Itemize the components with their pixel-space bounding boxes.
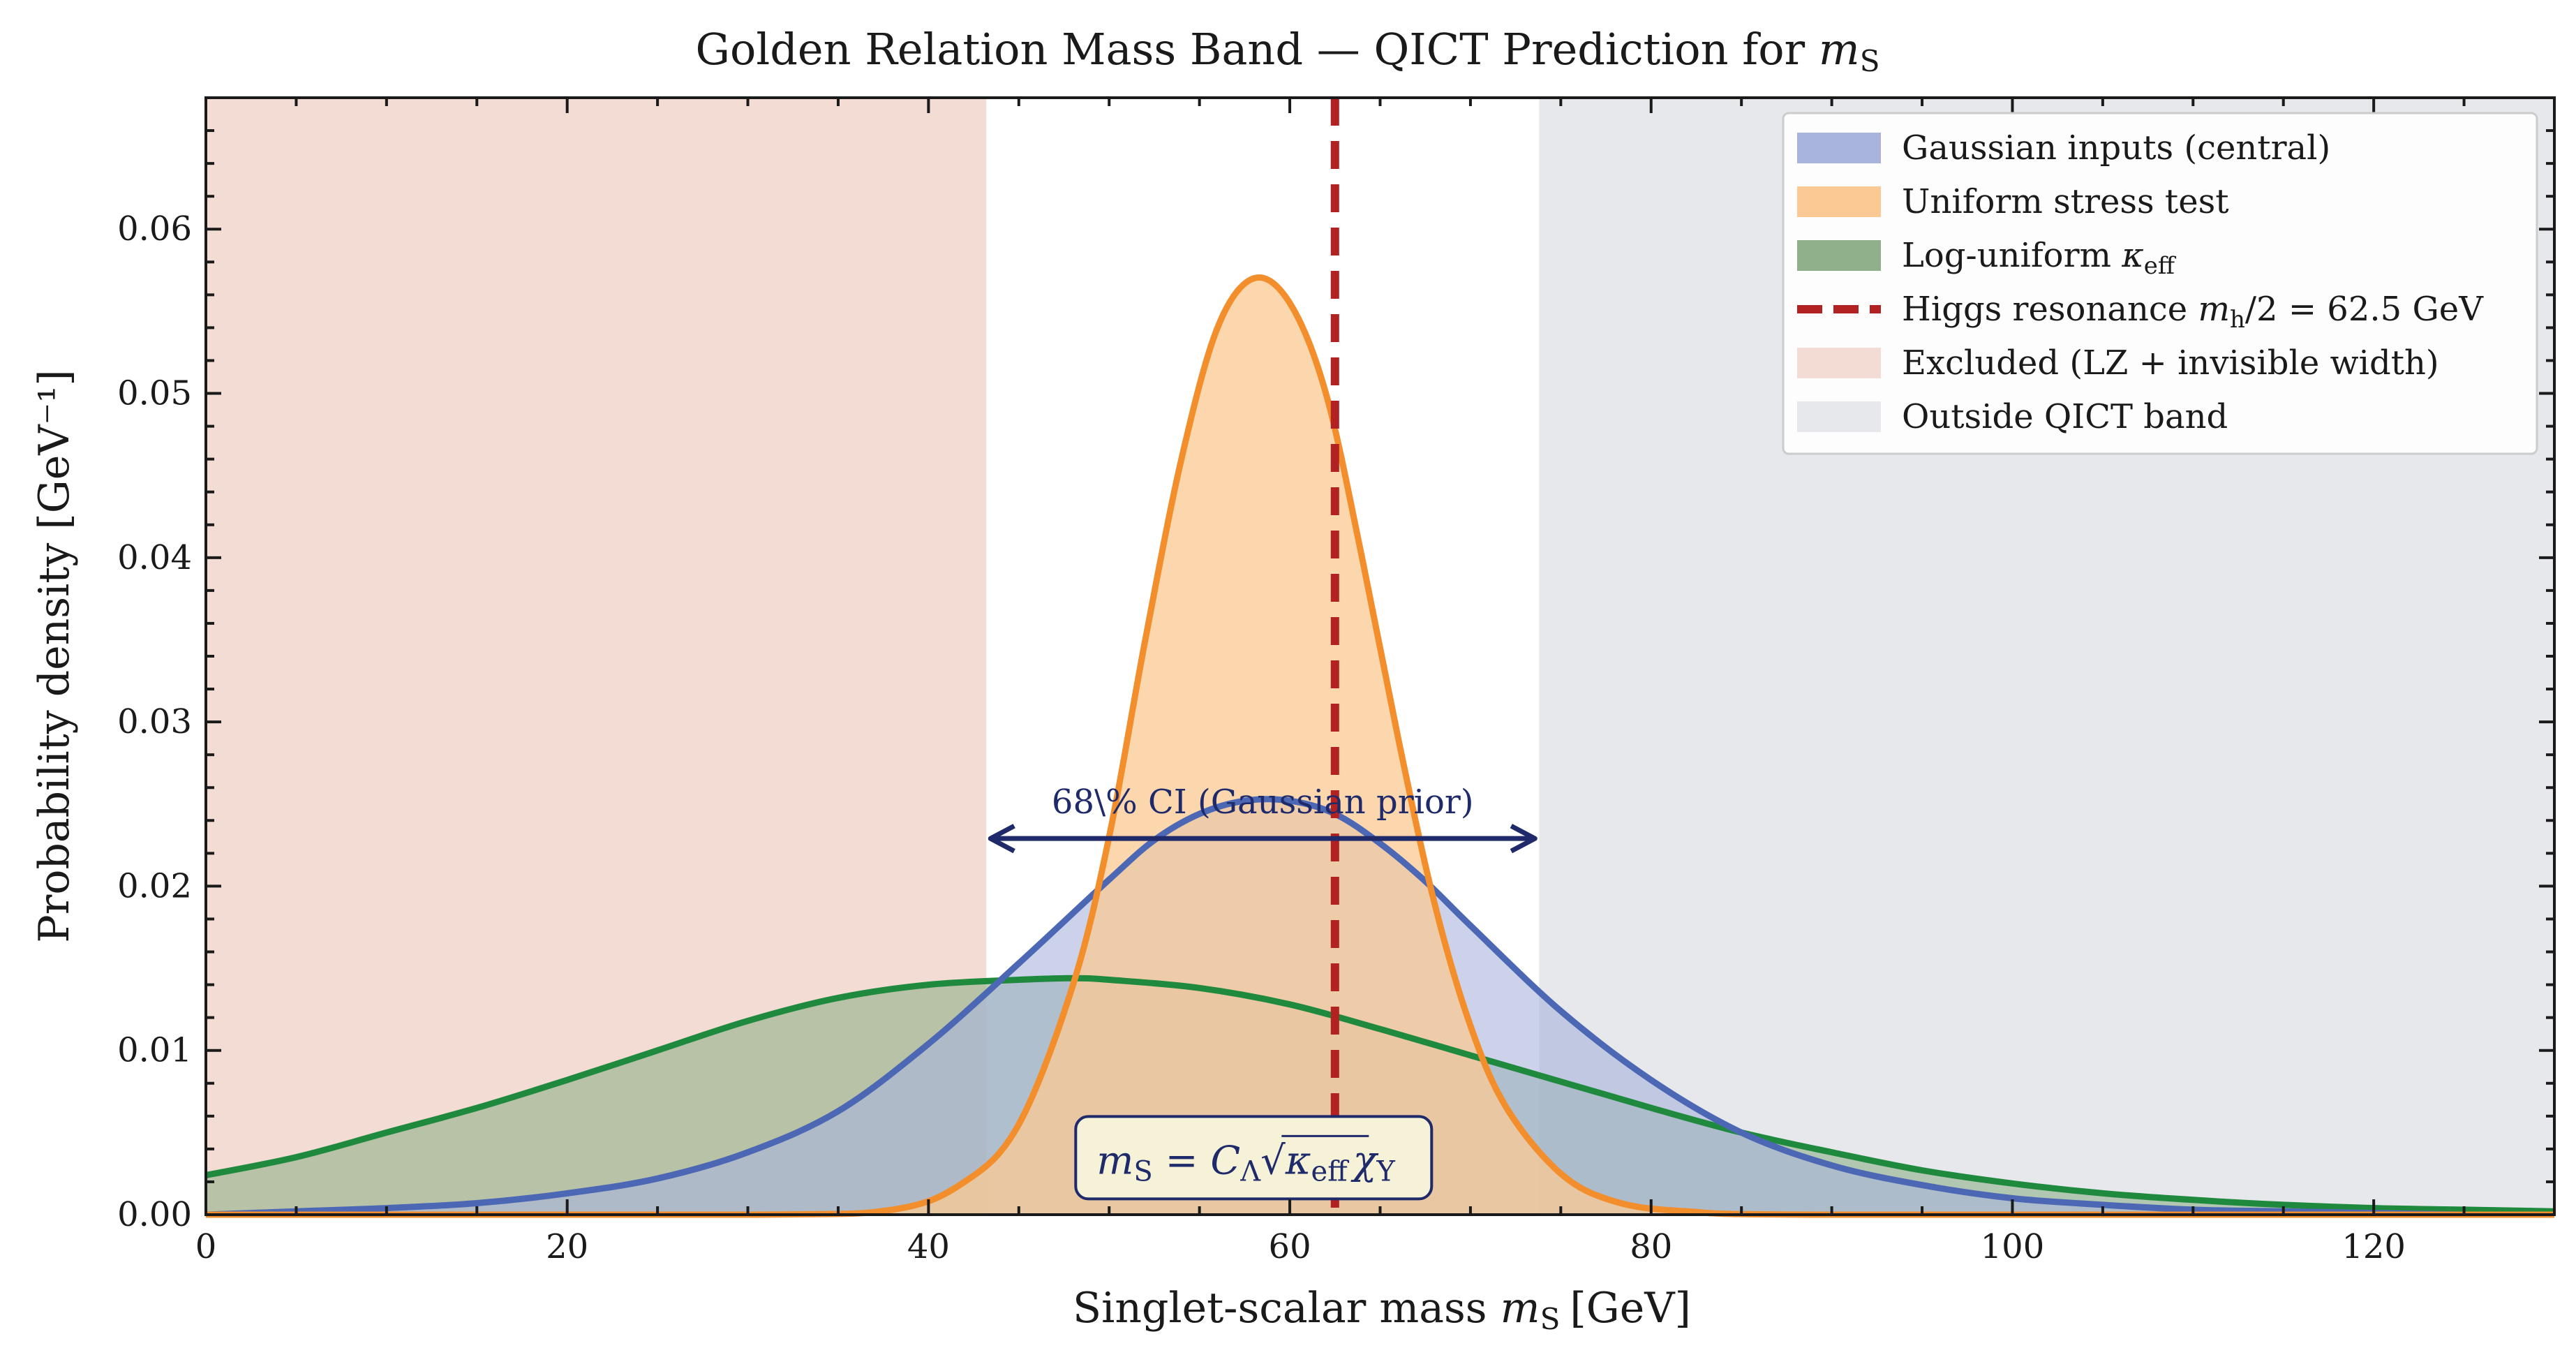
x-axis-title-text: Singlet-scalar mass (1073, 1284, 1487, 1333)
legend-label: Outside QICT band (1902, 397, 2228, 436)
x-axis-title-unit: [GeV] (1570, 1284, 1691, 1333)
formula-c-sub: Λ (1239, 1155, 1261, 1187)
legend-swatch (1797, 133, 1881, 163)
x-axis-title-symbol-sub: S (1540, 1302, 1561, 1336)
x-tick-label: 60 (1269, 1227, 1311, 1266)
y-tick-label: 0.04 (117, 538, 192, 577)
series-line-1 (206, 274, 2554, 1218)
legend-items: Gaussian inputs (central) Uniform stress … (1797, 128, 2484, 436)
formula-root-body-sub: eff (1311, 1155, 1350, 1187)
ci-arrow-head-right (1510, 824, 1538, 854)
chart-title-symbol: m (1819, 24, 1860, 75)
x-axis-title: Singlet-scalar mass mS [GeV] (1073, 1284, 1691, 1336)
ci-arrow (988, 824, 1538, 854)
formula-lhs-sub: S (1133, 1155, 1152, 1187)
legend-swatch (1797, 240, 1881, 271)
x-tick-label: 40 (907, 1227, 950, 1266)
legend-frame (1782, 112, 2538, 455)
legend-label: Gaussian inputs (central) (1902, 128, 2330, 168)
formula-box: mS = CΛ√κeff χY (1074, 1115, 1434, 1201)
y-tick-label: 0.03 (117, 702, 192, 741)
formula-root-symbol: √ (1260, 1138, 1286, 1183)
formula-root-body: κ (1285, 1138, 1311, 1183)
legend-label: Log-uniform κeff (1902, 236, 2177, 280)
formula-root-tail-sub: Y (1376, 1155, 1396, 1187)
y-tick-label: 0.02 (117, 866, 192, 905)
chart-title-symbol-sub: S (1860, 44, 1880, 78)
ci-annotation-label: 68\% CI (Gaussian prior) (1052, 783, 1474, 822)
x-tick-label: 120 (2342, 1227, 2406, 1266)
series-line-0 (205, 796, 2554, 1218)
series-line-2 (205, 975, 2555, 1215)
formula-text: mS = CΛ√κeff χY (1096, 1138, 1395, 1187)
legend: Gaussian inputs (central) Uniform stress … (1782, 112, 2538, 455)
y-axis-ticks: 0.00 0.01 0.02 0.03 0.04 0.05 0.06 (117, 96, 2554, 1234)
chart-title: Golden Relation Mass Band — QICT Predict… (696, 24, 1880, 78)
y-tick-label: 0.01 (117, 1031, 192, 1070)
formula-c: C (1210, 1138, 1240, 1183)
x-tick-label: 80 (1630, 1227, 1672, 1266)
formula-eq: = (1153, 1138, 1211, 1183)
legend-swatch (1797, 186, 1881, 217)
x-axis-title-symbol: m (1501, 1284, 1540, 1333)
y-tick-label: 0.00 (117, 1195, 192, 1234)
chart-title-text: Golden Relation Mass Band — QICT Predict… (696, 24, 1806, 75)
x-axis-ticks: 0 20 40 60 80 100 120 (195, 98, 2556, 1266)
legend-label: Uniform stress test (1902, 182, 2229, 221)
series-area-1 (206, 277, 2554, 1215)
x-tick-label: 0 (195, 1227, 217, 1266)
y-axis-title: Probability density [GeV⁻¹] (30, 369, 79, 942)
legend-swatch (1797, 348, 1881, 378)
formula-root-tail: χ (1350, 1138, 1379, 1183)
legend-swatch (1797, 401, 1881, 432)
series-layer (205, 274, 2555, 1218)
y-tick-label: 0.06 (117, 209, 192, 249)
legend-label: Excluded (LZ + invisible width) (1902, 343, 2439, 383)
y-tick-label: 0.05 (117, 374, 192, 413)
x-tick-label: 100 (1981, 1227, 2045, 1266)
x-tick-label: 20 (546, 1227, 588, 1266)
formula-lhs: m (1096, 1138, 1133, 1183)
ci-arrow-head-left (988, 824, 1015, 854)
legend-label: Higgs resonance mh/2 = 62.5 GeV (1902, 290, 2484, 334)
